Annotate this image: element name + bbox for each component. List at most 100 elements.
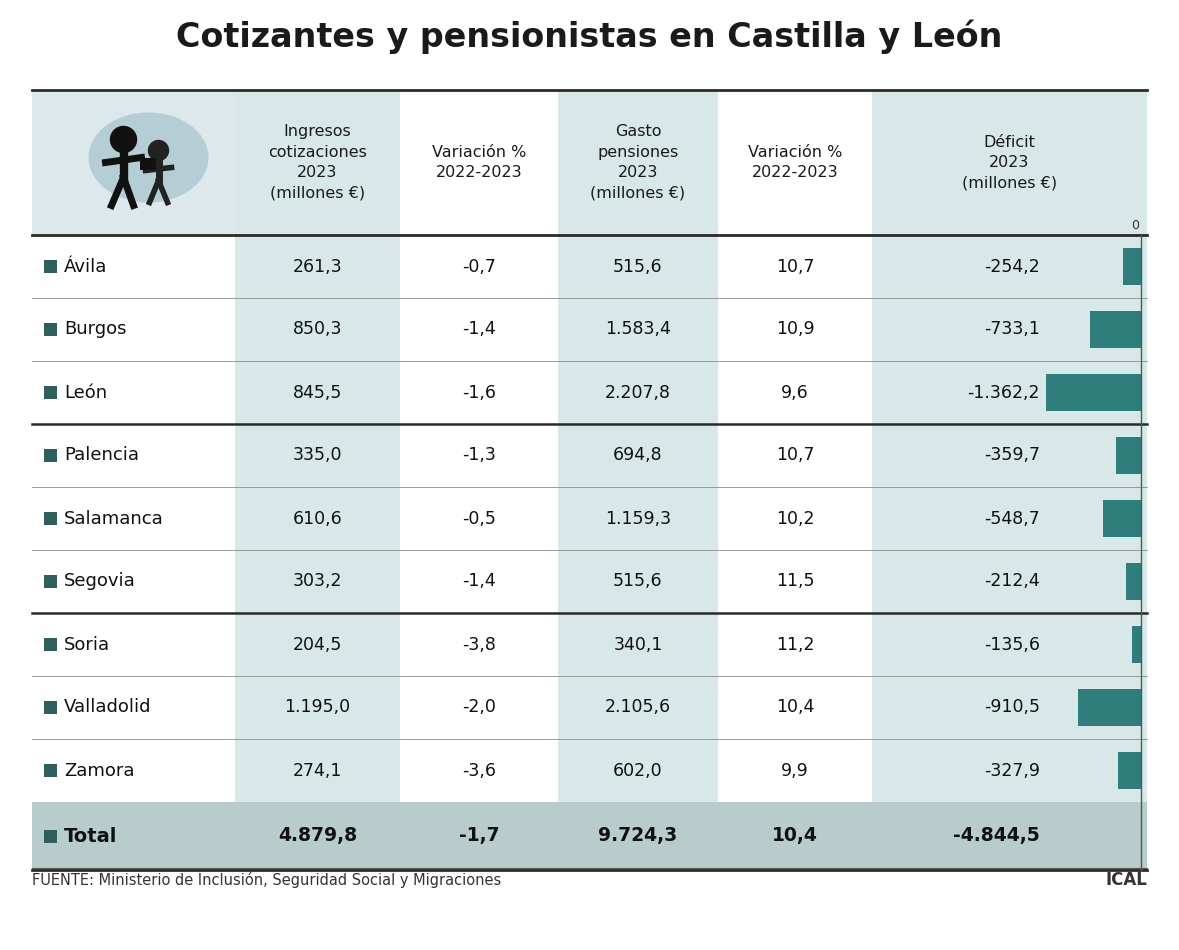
Text: 10,7: 10,7 [776,257,815,276]
Text: -2,0: -2,0 [462,698,496,716]
Circle shape [111,126,137,153]
Bar [235,739,400,802]
Bar [558,90,718,235]
Bar [235,676,400,739]
Text: 261,3: 261,3 [292,257,342,276]
Text: -135,6: -135,6 [984,636,1040,654]
Bar [558,613,718,676]
Text: 335,0: 335,0 [292,446,342,465]
Text: -212,4: -212,4 [984,573,1040,591]
Text: 4.879,8: 4.879,8 [278,826,357,846]
Text: 10,4: 10,4 [772,826,818,846]
Text: -1.362,2: -1.362,2 [968,384,1040,402]
Text: Variación %
2022-2023: Variación % 2022-2023 [432,144,526,180]
Text: 0: 0 [1131,219,1139,232]
Bar [400,90,558,235]
Text: -359,7: -359,7 [984,446,1040,465]
Circle shape [149,141,169,161]
Text: 1.159,3: 1.159,3 [605,509,671,527]
Bar [1118,752,1141,788]
Text: 694,8: 694,8 [613,446,663,465]
Text: Salamanca: Salamanca [64,509,164,527]
Bar [44,701,57,714]
Bar [1102,501,1141,537]
Text: Burgos: Burgos [64,320,126,338]
Text: -0,5: -0,5 [462,509,496,527]
Bar [235,613,400,676]
Bar [235,487,400,550]
Text: 610,6: 610,6 [292,509,342,527]
Bar [872,613,1147,676]
Text: -327,9: -327,9 [984,762,1040,780]
Text: 2.105,6: 2.105,6 [605,698,671,716]
Text: 303,2: 303,2 [292,573,342,591]
Ellipse shape [88,112,209,202]
Bar [872,676,1147,739]
Text: 2.207,8: 2.207,8 [605,384,671,402]
Text: Cotizantes y pensionistas en Castilla y León: Cotizantes y pensionistas en Castilla y … [176,20,1002,54]
Bar [235,90,400,235]
Bar [872,424,1147,487]
Bar [235,424,400,487]
Text: -1,6: -1,6 [462,384,496,402]
Bar [400,802,558,870]
Text: 11,5: 11,5 [776,573,815,591]
Bar [872,802,1147,870]
Text: -3,8: -3,8 [462,636,496,654]
Text: Soria: Soria [64,636,110,654]
Bar [558,802,718,870]
Bar [1126,563,1141,599]
Bar [872,90,1147,235]
Text: -1,4: -1,4 [462,320,496,338]
Text: 10,9: 10,9 [776,320,815,338]
Bar [718,802,872,870]
Bar [235,235,400,298]
Text: Déficit
2023
(millones €): Déficit 2023 (millones €) [962,135,1058,190]
Text: 1.583,4: 1.583,4 [605,320,671,338]
Bar [872,235,1147,298]
Text: -548,7: -548,7 [984,509,1040,527]
Text: Ávila: Ávila [64,257,107,276]
Bar [44,829,57,843]
Bar [718,90,872,235]
Text: -3,6: -3,6 [462,762,496,780]
Bar [1124,248,1141,285]
Bar [32,90,235,235]
Bar [235,550,400,613]
Bar [872,487,1147,550]
Text: 845,5: 845,5 [292,384,342,402]
Bar [44,386,57,399]
Bar [235,361,400,424]
Text: 515,6: 515,6 [613,257,663,276]
Text: -4.844,5: -4.844,5 [954,826,1040,846]
Text: 11,2: 11,2 [776,636,815,654]
Text: Valladolid: Valladolid [64,698,151,716]
Bar [558,550,718,613]
Text: Gasto
pensiones
2023
(millones €): Gasto pensiones 2023 (millones €) [591,124,685,200]
Text: -733,1: -733,1 [984,320,1040,338]
Text: Total: Total [64,826,118,846]
Text: FUENTE: Ministerio de Inclusión, Seguridad Social y Migraciones: FUENTE: Ministerio de Inclusión, Segurid… [32,872,501,888]
Bar [235,802,400,870]
Text: ICAL: ICAL [1105,871,1147,889]
Text: 515,6: 515,6 [613,573,663,591]
Bar [558,487,718,550]
Bar [44,512,57,525]
Bar [558,424,718,487]
Bar [44,638,57,651]
Text: -910,5: -910,5 [984,698,1040,716]
Bar [139,158,156,169]
Text: Palencia: Palencia [64,446,139,465]
Bar [1078,690,1141,726]
Bar [558,739,718,802]
Bar [32,802,235,870]
Bar [235,298,400,361]
Text: 1.195,0: 1.195,0 [284,698,350,716]
Bar [558,298,718,361]
Text: León: León [64,384,107,402]
Bar [558,676,718,739]
Text: 10,4: 10,4 [776,698,815,716]
Bar [44,764,57,777]
Bar [872,361,1147,424]
Text: 10,7: 10,7 [776,446,815,465]
